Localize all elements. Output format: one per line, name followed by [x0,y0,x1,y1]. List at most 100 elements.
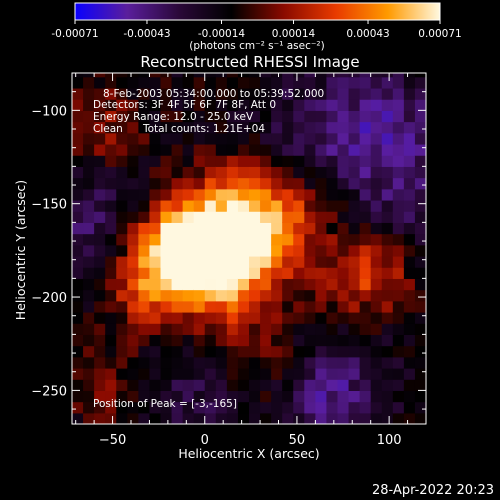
heatmap-cell [215,278,228,291]
heatmap-cell [271,390,283,403]
heatmap-cell [116,367,128,380]
heatmap-cell [282,334,294,347]
heatmap-cell [282,99,294,111]
heatmap-cell [127,121,139,134]
heatmap-cell [326,121,339,134]
heatmap-cell [370,323,383,335]
heatmap-cell [215,199,228,212]
heatmap-cell [226,87,239,100]
heatmap-cell [226,233,239,246]
heatmap-cell [359,390,372,403]
heatmap-cell [370,155,383,167]
heatmap-cell [72,188,84,201]
heatmap-cell [414,99,426,111]
heatmap-cell [370,199,383,212]
heatmap-cell [160,76,173,89]
heatmap-cell [260,143,272,156]
heatmap-cell [348,367,361,380]
heatmap-cell [237,132,250,145]
heatmap-cell [249,222,261,235]
heatmap-cell [72,110,84,123]
heatmap-cell [249,289,261,302]
heatmap-cell [348,121,361,134]
heatmap-cell [282,155,294,167]
heatmap-cell [138,199,151,212]
heatmap-cell [359,211,372,223]
heatmap-cell [105,76,117,89]
heatmap-cell [414,233,426,246]
colorbar-tick-label: 0.00071 [418,28,461,40]
heatmap-cell [260,87,272,100]
heatmap-cell [171,87,184,100]
heatmap-cell [359,166,372,179]
heatmap-cell [193,311,206,324]
heatmap-cell [138,211,151,223]
heatmap-cell [160,143,173,156]
heatmap-cell [215,73,228,78]
heatmap-cell [237,222,250,235]
heatmap-cell [215,345,228,358]
heatmap-cell [204,188,217,201]
heatmap-cell [337,76,350,89]
heatmap-cell [138,311,151,324]
y-tick-label: −200 [31,291,67,306]
heatmap-cell [237,76,250,89]
heatmap-cell [315,177,328,190]
heatmap-cell [403,177,416,190]
heatmap-cell [215,155,228,167]
heatmap-cell [138,412,151,424]
heatmap-cell [271,323,283,335]
heatmap-cell [116,87,128,100]
heatmap-cell [392,211,405,223]
heatmap-cell [215,222,228,235]
heatmap-cell [260,401,272,414]
heatmap-cell [403,334,416,347]
heatmap-cell [127,379,139,391]
heatmap-cell [326,367,339,380]
heatmap-cell [381,143,394,156]
heatmap-cell [94,121,106,134]
heatmap-cell [160,155,173,167]
heatmap-cell [149,379,162,391]
heatmap-cell [226,76,239,89]
heatmap-cell [337,289,350,302]
heatmap-cell [392,73,405,78]
heatmap-cell [127,222,139,235]
y-axis: −100 −150 −200 −250 [31,72,426,410]
heatmap-cell [83,278,95,291]
heatmap-cell [116,121,128,134]
heatmap-cell [127,334,139,347]
heatmap-cell [282,188,294,201]
heatmap-cell [149,233,162,246]
heatmap-cell [414,323,426,335]
heatmap-cell [326,390,339,403]
heatmap-cell [193,334,206,347]
heatmap-cell [182,166,195,179]
heatmap-cell [282,199,294,212]
heatmap-cell [204,401,217,414]
heatmap-cell [359,278,372,291]
heatmap-cell [94,379,106,391]
heatmap-cell [337,379,350,391]
heatmap-cell [215,356,228,369]
heatmap-cell [160,110,173,123]
heatmap-cell [160,334,173,347]
image-annotations: 8-Feb-2003 05:34:00.000 to 05:39:52.000 … [93,88,324,410]
heatmap-cell [249,73,261,78]
heatmap-cell [83,121,95,134]
heatmap-cell [171,412,184,424]
heatmap-cell [348,300,361,313]
heatmap-cell [392,132,405,145]
heatmap-cell [315,289,328,302]
heatmap-cell [94,222,106,235]
heatmap-cell [237,99,250,111]
heatmap-cell [337,255,350,268]
heatmap-cell [271,132,283,145]
heatmap-cell [271,76,283,89]
heatmap-cell [72,267,84,279]
heatmap-cell [370,311,383,324]
heatmap-cell [215,143,228,156]
heatmap-cell [105,222,117,235]
heatmap-cell [370,278,383,291]
